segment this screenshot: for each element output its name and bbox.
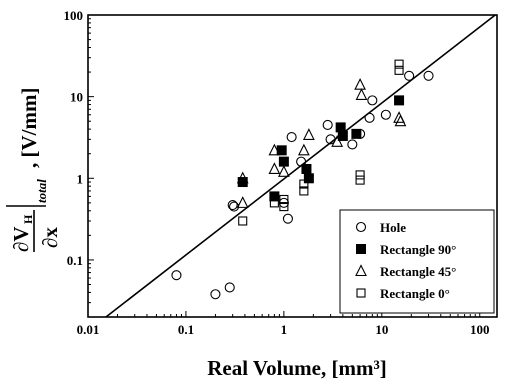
x-axis-title: Real Volume, [mm³] [207, 356, 387, 380]
y-tick-label: 0.1 [67, 253, 83, 268]
x-tick-label: 1 [281, 322, 288, 337]
data-point [302, 128, 315, 140]
ylabel-unit: , [V/mm] [17, 88, 41, 168]
legend-marker [355, 264, 367, 277]
data-point [297, 143, 310, 156]
data-point [296, 156, 307, 167]
data-point [355, 88, 368, 100]
ylabel-numerator-sub: H [21, 214, 35, 224]
legend: Hole Rectangle 90° Rectangle 45° Rectangle … [339, 209, 495, 314]
data-point [277, 165, 290, 177]
data-point [210, 289, 221, 300]
data-point [268, 162, 281, 175]
ylabel-numerator: ∂V [9, 226, 33, 252]
data-point [286, 131, 297, 143]
plot-frame [87, 14, 498, 318]
data-point [355, 175, 365, 185]
data-point [279, 202, 289, 212]
legend-marker [356, 244, 366, 254]
x-tick-label: 0.01 [77, 322, 100, 337]
data-point [337, 130, 348, 141]
data-point [335, 122, 346, 133]
legend-label: Rectangle 45° [380, 264, 456, 279]
data-point [351, 128, 362, 139]
data-point [278, 156, 289, 167]
fit-line [104, 15, 497, 317]
data-point [224, 282, 235, 293]
data-point [299, 186, 309, 196]
data-point [380, 109, 391, 120]
legend-marker [355, 221, 367, 233]
data-point [331, 135, 344, 147]
data-point [423, 70, 434, 81]
data-point [354, 77, 366, 90]
series-3 [238, 59, 404, 226]
data-point [299, 179, 309, 189]
data-point [227, 200, 238, 211]
data-point [394, 114, 407, 127]
ylabel-subscript: total [34, 179, 49, 203]
x-tick-label: 0.1 [178, 322, 194, 337]
data-point [394, 59, 404, 69]
data-point [367, 95, 378, 106]
data-point [364, 112, 375, 123]
data-point [355, 170, 365, 180]
data-point [269, 191, 280, 202]
data-point [238, 216, 248, 226]
data-point [236, 196, 249, 208]
data-point [404, 70, 415, 81]
data-point [269, 198, 279, 208]
data-point [322, 119, 333, 131]
y-tick-label: 100 [64, 8, 84, 23]
legend-label: Rectangle 90° [380, 242, 456, 257]
y-axis-label: ∂V H ∂x total , [V/mm] [6, 88, 62, 252]
legend-label: Rectangle 0° [380, 286, 450, 301]
data-point [279, 194, 289, 205]
data-point [394, 65, 404, 75]
data-point [301, 163, 312, 174]
data-point [394, 95, 405, 106]
data-point [268, 143, 281, 156]
data-point [171, 270, 182, 281]
legend-marker [356, 288, 366, 298]
series-2 [236, 77, 407, 208]
data-point [282, 213, 293, 224]
data-point [347, 139, 358, 150]
ylabel-denominator: ∂x [38, 227, 62, 248]
plot-area: 0.01 0.1 1 10 100 0.1 1 10 100 [64, 8, 498, 337]
x-tick-label: 10 [375, 322, 388, 337]
y-tick-label: 10 [70, 90, 83, 105]
y-tick-label: 1 [77, 171, 84, 186]
data-point [303, 173, 314, 184]
series-1 [237, 95, 405, 202]
data-point [236, 171, 249, 184]
x-tick-label: 100 [470, 322, 490, 337]
legend-label: Hole [380, 220, 406, 235]
